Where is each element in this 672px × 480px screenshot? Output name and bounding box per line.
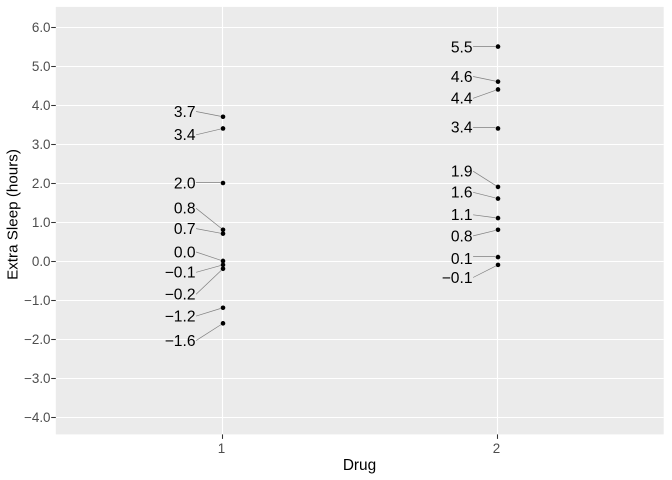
svg-text:−1.0: −1.0 xyxy=(24,293,50,308)
svg-text:4.6: 4.6 xyxy=(451,69,473,86)
svg-text:4.0: 4.0 xyxy=(32,98,51,113)
svg-text:0.1: 0.1 xyxy=(451,251,473,268)
svg-text:0.7: 0.7 xyxy=(174,221,196,238)
svg-text:−1.6: −1.6 xyxy=(165,333,196,350)
svg-text:−0.1: −0.1 xyxy=(442,270,473,287)
svg-text:4.4: 4.4 xyxy=(451,91,473,108)
svg-text:−2.0: −2.0 xyxy=(24,332,50,347)
svg-text:Drug: Drug xyxy=(343,457,376,474)
svg-text:2.0: 2.0 xyxy=(32,176,51,191)
svg-text:Extra Sleep (hours): Extra Sleep (hours) xyxy=(5,149,22,280)
svg-text:1.6: 1.6 xyxy=(451,185,473,202)
svg-text:0.0: 0.0 xyxy=(174,244,196,261)
svg-text:1.0: 1.0 xyxy=(32,215,51,230)
svg-text:3.4: 3.4 xyxy=(451,120,473,137)
svg-text:−3.0: −3.0 xyxy=(24,371,50,386)
svg-text:−4.0: −4.0 xyxy=(24,410,50,425)
svg-text:0.8: 0.8 xyxy=(451,228,473,245)
svg-text:2.0: 2.0 xyxy=(174,176,196,193)
svg-text:−0.2: −0.2 xyxy=(165,287,196,304)
svg-text:6.0: 6.0 xyxy=(32,20,51,35)
svg-text:0.0: 0.0 xyxy=(32,254,51,269)
svg-text:0.8: 0.8 xyxy=(174,201,196,218)
svg-text:3.0: 3.0 xyxy=(32,137,51,152)
svg-text:3.7: 3.7 xyxy=(174,104,196,121)
svg-text:1.9: 1.9 xyxy=(451,164,473,181)
svg-text:1.1: 1.1 xyxy=(451,207,473,224)
svg-text:2: 2 xyxy=(493,441,500,456)
svg-text:5.5: 5.5 xyxy=(451,39,473,56)
svg-text:−0.1: −0.1 xyxy=(165,265,196,282)
svg-text:1: 1 xyxy=(218,441,225,456)
svg-text:−1.2: −1.2 xyxy=(165,308,196,325)
svg-text:5.0: 5.0 xyxy=(32,59,51,74)
svg-text:3.4: 3.4 xyxy=(174,127,196,144)
